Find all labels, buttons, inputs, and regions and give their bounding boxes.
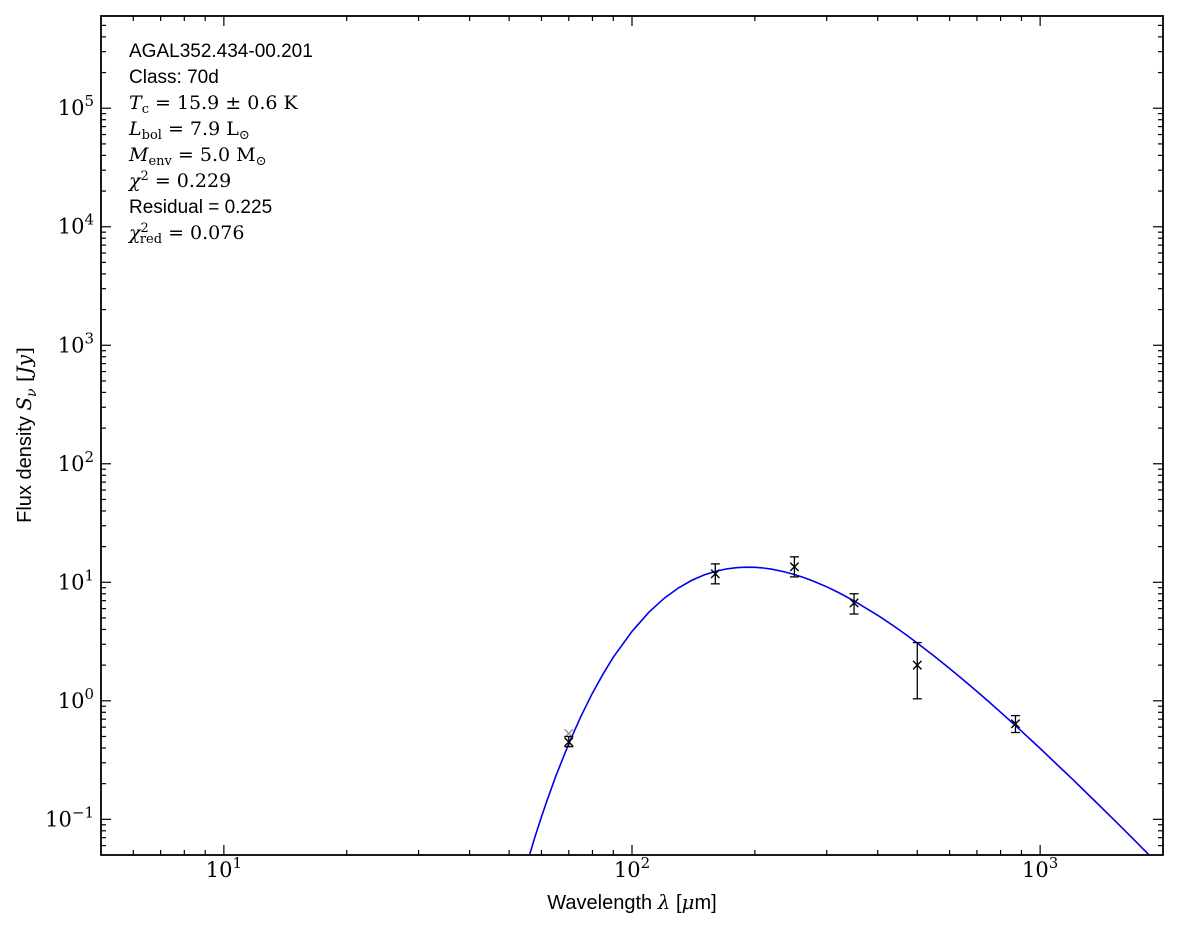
y-axis-label: Flux density Sν [Jy] xyxy=(12,347,40,523)
annotation-temperature: Tc = 15.9 ± 0.6 K xyxy=(129,92,298,117)
y-tick-label-1e3: 103 xyxy=(58,329,94,357)
greybody-fit-curve xyxy=(528,566,1151,855)
x-tick-label-1e2: 102 xyxy=(614,854,650,882)
x-marker xyxy=(564,737,574,747)
y-tick-label-1e0: 100 xyxy=(58,685,94,713)
photometry-point-70um xyxy=(564,735,574,748)
annotation-class-label: Class: 70d xyxy=(129,67,219,88)
plot-border xyxy=(100,15,1164,856)
photometry-point-870um xyxy=(1010,714,1021,734)
annotation-chi-squared: χ2 = 0.229 xyxy=(129,169,232,192)
y-tick-label-1e5: 105 xyxy=(58,92,94,120)
x-marker xyxy=(789,562,800,572)
x-marker xyxy=(1010,719,1021,729)
fit-annotation-block: AGAL352.434-00.201 Class: 70d Tc = 15.9 ± … xyxy=(129,40,313,248)
annotation-source-name: AGAL352.434-00.201 xyxy=(129,41,313,62)
x-marker xyxy=(849,598,859,608)
y-tick-label-1e-1: 10−1 xyxy=(45,803,94,831)
x-marker xyxy=(912,660,922,670)
y-tick-label-1e4: 104 xyxy=(58,211,94,239)
photometry-point-350um xyxy=(849,593,859,615)
annotation-chi-squared-reduced: χ2red = 0.076 xyxy=(129,221,245,247)
annotation-envelope-mass: Menv = 5.0 M⊙ xyxy=(129,144,267,169)
y-tick-label-1e2: 102 xyxy=(58,448,94,476)
x-axis-label: Wavelength λ [μm] xyxy=(547,890,716,914)
photometry-point-160um xyxy=(710,563,721,585)
x-tick-label-1e3: 103 xyxy=(1022,854,1058,882)
x-tick-label-1e1: 101 xyxy=(206,854,242,882)
y-tick-label-1e1: 101 xyxy=(58,566,94,594)
photometry-point-500um xyxy=(912,641,922,700)
x-marker xyxy=(710,569,721,579)
annotation-luminosity: Lbol = 7.9 L⊙ xyxy=(129,118,250,143)
annotation-residual: Residual = 0.225 xyxy=(129,197,273,218)
photometry-point-250um xyxy=(789,556,800,578)
